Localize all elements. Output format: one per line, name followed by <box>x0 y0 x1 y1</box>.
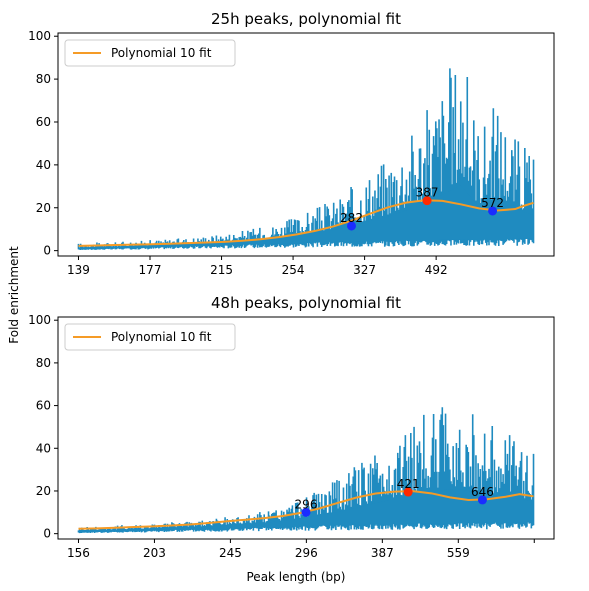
y-tick-label: 0 <box>43 527 51 541</box>
y-tick-label: 40 <box>36 441 51 455</box>
legend-label: Polynomial 10 fit <box>111 46 212 60</box>
legend: Polynomial 10 fit <box>65 324 235 350</box>
y-tick-label: 80 <box>36 72 51 86</box>
point-label-572: 572 <box>481 196 504 210</box>
point-label-421: 421 <box>397 477 420 491</box>
x-tick-label: 327 <box>353 263 376 277</box>
y-tick-label: 80 <box>36 356 51 370</box>
y-tick-label: 100 <box>28 313 51 327</box>
legend-label: Polynomial 10 fit <box>111 330 212 344</box>
x-tick-label: 245 <box>219 546 242 560</box>
chart-panel-48h: 48h peaks, polynomial fit 296 421 646 0 20 40 6… <box>28 294 554 560</box>
x-tick-label: 203 <box>143 546 166 560</box>
legend: Polynomial 10 fit <box>65 40 235 66</box>
y-tick-label: 0 <box>43 244 51 258</box>
x-tick-label: 254 <box>282 263 305 277</box>
point-label-282: 282 <box>340 211 363 225</box>
x-tick-label: 177 <box>139 263 162 277</box>
x-tick-label: 559 <box>447 546 470 560</box>
point-label-296: 296 <box>295 497 318 511</box>
raw-series-band <box>78 185 533 249</box>
y-tick-label: 60 <box>36 115 51 129</box>
x-tick-label: 492 <box>425 263 448 277</box>
x-tick-label: 296 <box>295 546 318 560</box>
y-tick-label: 100 <box>28 29 51 43</box>
y-tick-label: 20 <box>36 484 51 498</box>
x-tick-label: 215 <box>210 263 233 277</box>
point-label-387: 387 <box>416 186 439 200</box>
point-label-646: 646 <box>471 485 494 499</box>
x-tick-label: 139 <box>67 263 90 277</box>
x-tick-label: 156 <box>67 546 90 560</box>
chart-title: 25h peaks, polynomial fit <box>211 10 401 28</box>
x-tick-label: 387 <box>371 546 394 560</box>
shared-ylabel: Fold enrichment <box>7 246 21 344</box>
shared-xlabel: Peak length (bp) <box>247 570 346 584</box>
chart-title: 48h peaks, polynomial fit <box>211 294 401 312</box>
y-tick-label: 60 <box>36 399 51 413</box>
y-tick-label: 20 <box>36 201 51 215</box>
y-tick-label: 40 <box>36 158 51 172</box>
raw-series <box>78 68 533 250</box>
chart-panel-25h: 25h peaks, polynomial fit 282 387 572 0 20 40 6… <box>28 10 554 277</box>
